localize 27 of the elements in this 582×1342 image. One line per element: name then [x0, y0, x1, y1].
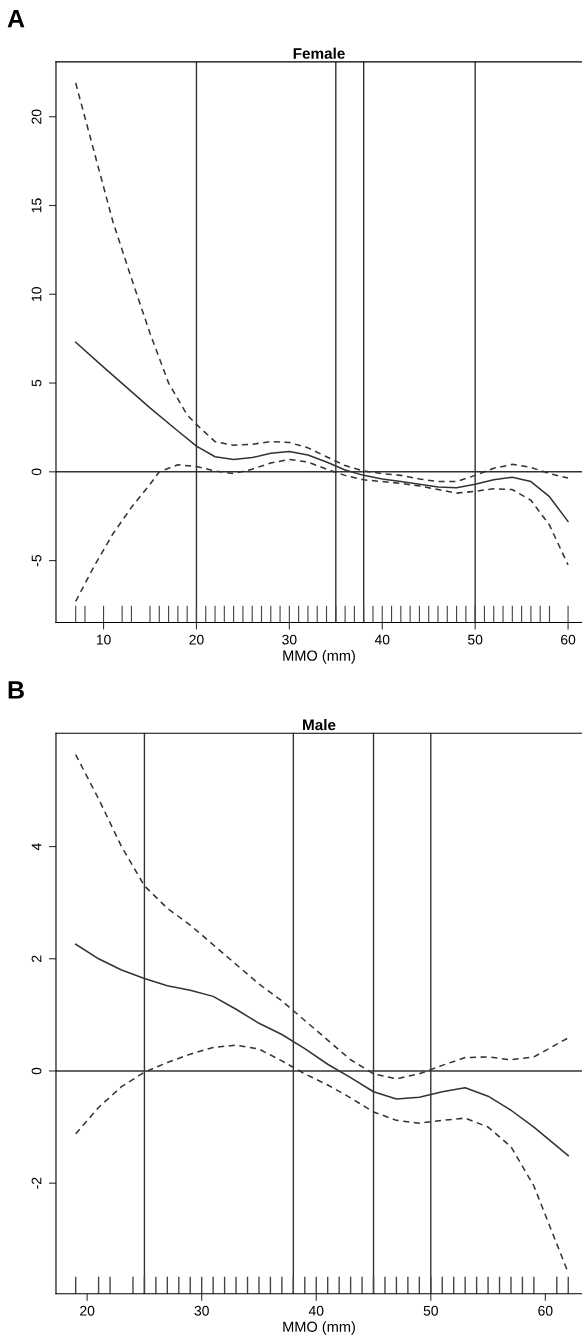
y-tick-label: -2	[31, 1177, 42, 1189]
x-tick-label: 20	[189, 634, 204, 645]
x-tick-label: 20	[80, 1305, 95, 1316]
x-tick-label: 50	[467, 634, 483, 645]
x-axis-title: MMO (mm)	[283, 1321, 355, 1335]
x-tick-label: 50	[423, 1305, 438, 1316]
chart-title: Female	[293, 47, 345, 59]
y-tick-label: 10	[31, 287, 42, 301]
x-tick-label: 30	[194, 1305, 209, 1316]
x-tick-label: 10	[96, 634, 111, 645]
chart-title: Male	[303, 719, 336, 731]
x-tick-label: 30	[282, 634, 297, 645]
text: A	[7, 9, 25, 28]
y-tick-label: 20	[31, 109, 42, 124]
x-tick-label: 60	[538, 1305, 553, 1316]
y-tick-label: 4	[31, 843, 42, 851]
y-tick-label: 2	[31, 955, 42, 962]
x-axis-title: MMO (mm)	[283, 650, 355, 664]
x-tick-label: 60	[561, 634, 576, 645]
y-tick-label: 5	[31, 379, 42, 387]
text: B	[8, 681, 24, 699]
y-tick-label: 15	[31, 198, 42, 213]
x-tick-label: 40	[308, 1305, 324, 1316]
y-tick-label: 0	[31, 1067, 42, 1075]
y-tick-label: 0	[31, 468, 42, 476]
y-tick-label: -5	[31, 555, 42, 567]
x-tick-label: 40	[374, 634, 390, 645]
